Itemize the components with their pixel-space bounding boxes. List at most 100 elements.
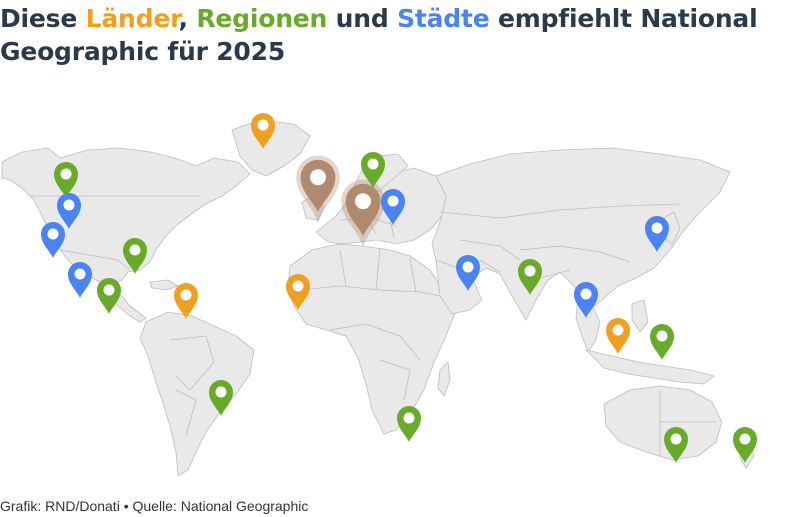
marker-new-guinea (650, 324, 674, 360)
map-pin-icon (123, 238, 147, 274)
map-pin-icon (606, 318, 630, 354)
title-staedte: Städte (397, 4, 490, 33)
marker-australia (664, 427, 688, 463)
marker-dot (60, 168, 72, 180)
marker-dot (670, 433, 682, 445)
landmass-madagascar (437, 361, 451, 397)
marker-dot (129, 244, 141, 256)
map-pin-icon (286, 274, 310, 310)
map-pin-icon (574, 282, 598, 318)
marker-dot (656, 330, 668, 342)
map-pin-icon (57, 193, 81, 229)
map-pin-icon (645, 216, 669, 252)
marker-britain (296, 155, 340, 224)
border-usa-mexico (59, 249, 131, 271)
marker-south-africa (397, 406, 421, 442)
marker-new-zealand (733, 427, 757, 463)
border-argentina (175, 389, 197, 437)
marker-dot (651, 222, 663, 234)
marker-eastern-europe (381, 189, 405, 225)
marker-vancouver (57, 193, 81, 229)
map-pin-icon (518, 259, 542, 295)
title-regionen: Regionen (196, 4, 328, 33)
landmass-caribbean (149, 279, 179, 291)
map-pin-icon (397, 406, 421, 442)
map-pin-icon (650, 324, 674, 360)
marker-brazil (209, 380, 233, 416)
marker-scandinavia (361, 152, 385, 188)
marker-dot (387, 195, 399, 207)
marker-dot (403, 412, 415, 424)
map-pin-icon (733, 427, 757, 463)
border-australia (659, 390, 716, 456)
marker-eastern-usa (123, 238, 147, 274)
map-pin-icon (361, 152, 385, 188)
title-und: und (327, 4, 398, 33)
marker-dot (292, 280, 304, 292)
marker-dot (580, 288, 592, 300)
border-russia (439, 203, 681, 219)
marker-los-angeles (68, 262, 92, 298)
map-pin-icon (41, 222, 65, 258)
landmass-north-america (1, 147, 251, 285)
border-africa-central (329, 323, 421, 401)
landmass-greenland (231, 119, 311, 177)
source-credit: Grafik: RND/Donati • Quelle: National Ge… (0, 498, 309, 514)
marker-west-africa (286, 274, 310, 310)
marker-central-europe (341, 179, 385, 248)
title-suffix: empfiehlt National Geographic für 2025 (0, 4, 758, 66)
map-pin-icon (97, 278, 121, 314)
marker-dot (612, 324, 624, 336)
border-layer (30, 195, 716, 456)
border-brazil (169, 335, 215, 391)
marker-dot (524, 265, 536, 277)
marker-india (518, 259, 542, 295)
landmass-australia (603, 385, 723, 461)
marker-dot (367, 158, 379, 170)
border-africa-north (339, 247, 417, 293)
map-pin-icon (300, 159, 336, 212)
landmass-philippines (631, 299, 649, 333)
marker-dot (74, 268, 86, 280)
marker-japan (645, 216, 669, 252)
map-pin-icon (68, 262, 92, 298)
marker-dot (355, 193, 371, 210)
marker-dot (103, 284, 115, 296)
map-pin-icon (664, 427, 688, 463)
marker-caribbean (174, 283, 198, 319)
map-pin-icon (209, 380, 233, 416)
map-pin-icon (174, 283, 198, 319)
landmass-africa (287, 243, 457, 435)
border-sahara (299, 285, 441, 297)
marker-arabia (456, 255, 480, 291)
map-pin-icon (54, 162, 78, 198)
marker-alaska (54, 162, 78, 198)
marker-dot (180, 289, 192, 301)
marker-dot (215, 386, 227, 398)
map-pin-icon (345, 183, 381, 236)
world-map (1, 113, 757, 477)
marker-thailand (574, 282, 598, 318)
landmass-south-america (139, 311, 255, 477)
marker-dot (47, 228, 59, 240)
marker-yucatan (97, 278, 121, 314)
marker-dot (63, 199, 75, 211)
marker-dot (739, 433, 751, 445)
border-china (519, 245, 631, 279)
marker-dot (310, 169, 326, 186)
marker-san-francisco (41, 222, 65, 258)
marker-greenland (251, 113, 275, 149)
border-central-asia (459, 239, 521, 273)
map-pin-icon (381, 189, 405, 225)
title-laender: Länder (85, 4, 179, 33)
title-comma: , (178, 4, 197, 33)
marker-malaysia (606, 318, 630, 354)
map-pin-icon (251, 113, 275, 149)
marker-layer (41, 113, 757, 463)
map-title: Diese Länder, Regionen und Städte empfie… (0, 2, 790, 68)
title-prefix: Diese (0, 4, 86, 33)
marker-dot (462, 261, 474, 273)
map-pin-icon (456, 255, 480, 291)
marker-dot (257, 119, 269, 131)
landmass-indonesia (585, 349, 715, 385)
